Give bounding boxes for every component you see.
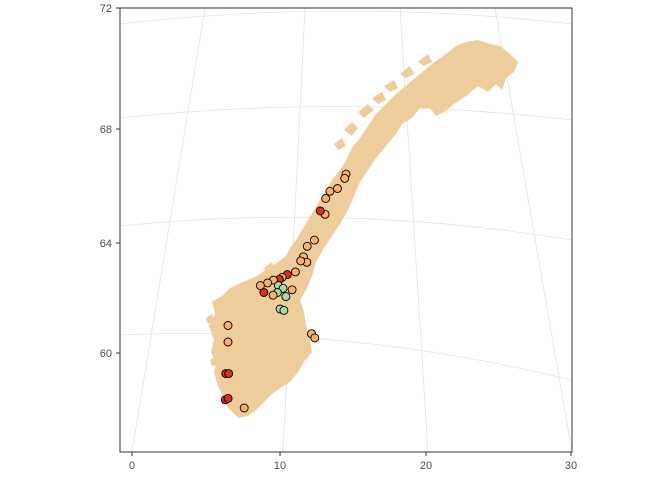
x-tick-label: 10 [274, 460, 286, 472]
sample-point-orange [290, 267, 300, 277]
graticule-lat-60 [120, 333, 572, 381]
sample-point-red [259, 288, 269, 297]
x-axis: 0 10 20 30 [129, 452, 577, 472]
sample-point-orange [321, 194, 331, 203]
norway-mainland [209, 40, 518, 418]
sample-point-orange [223, 337, 233, 347]
y-tick-label: 60 [100, 348, 112, 360]
sample-point-red [224, 369, 234, 379]
y-tick-label: 72 [100, 3, 112, 15]
sample-point-orange [296, 256, 306, 266]
sample-point-orange [302, 241, 312, 251]
sample-point-orange [340, 173, 350, 183]
sample-point-red [223, 393, 233, 403]
sample-point-orange [309, 235, 319, 245]
island [334, 138, 346, 150]
island [418, 54, 432, 66]
sample-point-green [279, 305, 289, 315]
y-tick-label: 64 [100, 238, 112, 250]
island [400, 66, 414, 78]
panel-border [119, 7, 573, 453]
island [358, 104, 374, 118]
graticule-lon-30 [494, 8, 572, 452]
sample-point-orange [223, 321, 233, 330]
x-tick-label: 20 [420, 460, 432, 472]
sample-point-orange [333, 184, 342, 193]
sample-point-orange [310, 333, 320, 343]
sample-point-red [315, 206, 325, 216]
graticule-lon-20 [399, 8, 429, 452]
sample-point-orange [255, 281, 265, 291]
sample-point-orange [287, 285, 297, 295]
graticule [120, 8, 572, 452]
x-tick-label: 30 [565, 460, 577, 472]
x-tick-label: 0 [129, 460, 135, 472]
sample-point-orange [325, 186, 335, 196]
points-layer [220, 169, 351, 413]
sample-point-orange [239, 403, 249, 413]
island [344, 122, 358, 136]
island [384, 80, 398, 92]
y-axis: 72 68 64 60 [100, 3, 120, 360]
graticule-lat-72 [120, 10, 572, 25]
sample-point-green [281, 292, 291, 302]
island [372, 92, 386, 104]
island [264, 262, 274, 272]
graticule-lon-0 [131, 8, 206, 452]
land [206, 40, 518, 418]
island [206, 314, 214, 324]
sample-point-orange [268, 290, 278, 300]
graticule-lat-64 [120, 216, 572, 241]
y-tick-label: 68 [100, 124, 112, 136]
graticule-lat-68 [120, 106, 572, 121]
island [210, 356, 218, 366]
